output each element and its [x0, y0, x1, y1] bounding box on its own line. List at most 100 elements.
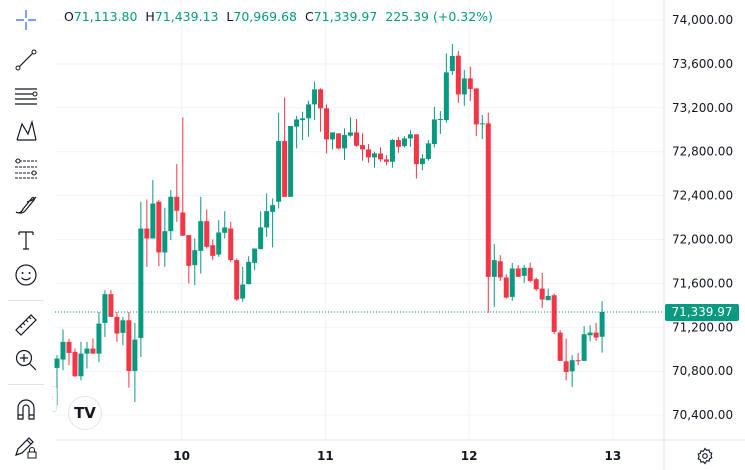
candle-body — [252, 248, 258, 263]
candle-body — [330, 132, 336, 140]
candle-body — [371, 153, 377, 158]
candle — [491, 244, 497, 307]
candle — [419, 154, 425, 171]
candle-body — [401, 138, 407, 147]
candle-body — [156, 201, 162, 253]
candle — [569, 355, 575, 388]
candle-body — [593, 332, 599, 338]
candle — [348, 117, 354, 137]
candle-body — [324, 108, 330, 140]
candle — [186, 235, 192, 284]
x-tick-label: 13 — [605, 449, 622, 463]
tool-emoji[interactable] — [9, 260, 43, 290]
candle-body — [222, 227, 228, 233]
candle — [180, 117, 186, 236]
candle-body — [96, 323, 102, 354]
candle — [114, 311, 120, 342]
tool-crosshair[interactable] — [9, 5, 43, 35]
candle-body — [461, 78, 467, 95]
tradingview-logo[interactable]: TV — [68, 396, 102, 430]
candle — [240, 266, 246, 302]
candle-body — [102, 294, 108, 323]
horizontal-lines-icon — [15, 88, 38, 105]
high-label: H — [145, 9, 155, 24]
tool-text[interactable] — [9, 225, 43, 255]
candle-body — [90, 348, 96, 354]
candle — [324, 104, 330, 154]
candle — [294, 116, 300, 149]
candle — [318, 88, 324, 132]
emoji-icon — [15, 264, 37, 286]
candle-body — [186, 235, 192, 266]
tool-lock-drawing[interactable] — [9, 432, 43, 462]
tool-trend-line[interactable] — [9, 45, 43, 75]
candle — [587, 325, 593, 342]
candle — [467, 66, 473, 101]
candle-body — [66, 341, 72, 353]
candle — [108, 290, 114, 317]
candle — [54, 355, 60, 406]
candle — [485, 112, 491, 313]
candle — [449, 43, 455, 75]
y-tick-label: 70,800.00 — [672, 364, 733, 378]
change-value: 225.39 (+0.32%) — [385, 9, 493, 24]
y-tick-label: 70,400.00 — [672, 408, 733, 422]
candle — [342, 128, 348, 161]
candle-body — [533, 279, 539, 290]
brush-icon — [15, 196, 37, 214]
settings-gear-icon[interactable] — [696, 447, 714, 465]
candle — [270, 198, 276, 248]
candle — [521, 265, 527, 283]
tool-ruler[interactable] — [9, 310, 43, 340]
candle-body — [150, 203, 156, 239]
candle — [401, 136, 407, 148]
candle — [551, 293, 557, 335]
candle — [222, 211, 228, 239]
open-value: 71,113.80 — [73, 9, 138, 24]
candle-body — [132, 339, 138, 371]
candle-body — [276, 141, 282, 202]
candle-body — [437, 118, 443, 120]
trend-line-icon — [15, 49, 37, 71]
candle — [407, 130, 413, 147]
candle-body — [306, 104, 312, 119]
tool-horizontal-lines[interactable] — [9, 81, 43, 111]
candle-body — [545, 295, 551, 301]
candle-body — [60, 341, 66, 360]
candle — [78, 341, 84, 381]
candle-body — [300, 118, 306, 121]
candle-body — [425, 143, 431, 160]
tool-brush[interactable] — [9, 190, 43, 220]
candle — [96, 311, 102, 362]
candle — [581, 326, 587, 361]
candle-body — [449, 55, 455, 72]
candle — [120, 316, 126, 346]
candle-body — [270, 205, 276, 212]
candle-body — [557, 332, 563, 361]
candle — [132, 322, 138, 402]
candle-body — [348, 132, 354, 136]
tool-fib[interactable] — [9, 153, 43, 183]
lock-drawing-icon — [15, 437, 37, 459]
candle-body — [162, 231, 168, 253]
candle — [330, 132, 336, 150]
tool-zoom-in[interactable] — [9, 345, 43, 375]
fib-retracement-icon — [15, 158, 37, 179]
tool-magnet[interactable] — [9, 395, 43, 425]
candle-body — [144, 228, 150, 239]
candle — [282, 97, 288, 197]
candle-body — [234, 260, 240, 300]
candle — [102, 290, 108, 337]
candle — [66, 338, 72, 366]
candle-body — [539, 288, 545, 300]
low-value: 70,969.68 — [233, 9, 297, 24]
candle — [431, 106, 437, 148]
candle — [312, 81, 318, 121]
ruler-icon — [15, 314, 37, 336]
candle — [503, 274, 509, 299]
y-tick-label: 73,600.00 — [672, 57, 733, 71]
candle-body — [180, 212, 186, 236]
tool-pattern[interactable] — [9, 116, 43, 146]
candle-body — [240, 284, 246, 299]
